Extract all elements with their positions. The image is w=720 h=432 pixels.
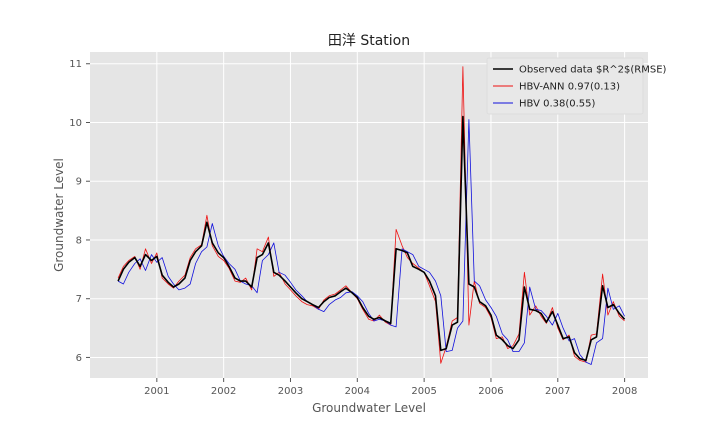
x-tick-label: 2007 bbox=[545, 386, 570, 397]
x-tick-label: 2005 bbox=[411, 386, 436, 397]
x-tick-label: 2006 bbox=[478, 386, 503, 397]
y-tick-label: 10 bbox=[69, 118, 82, 129]
x-tick-label: 2002 bbox=[211, 386, 236, 397]
x-tick-label: 2001 bbox=[144, 386, 169, 397]
x-axis-ticks: 2001 2002 2003 2004 2005 2006 2007 2008 bbox=[144, 378, 637, 397]
legend-label-1: HBV-ANN 0.97(0.13) bbox=[519, 82, 620, 93]
y-tick-label: 7 bbox=[76, 294, 82, 305]
legend-box bbox=[486, 57, 644, 115]
chart-title: 田洋 Station bbox=[328, 33, 410, 49]
x-tick-label: 2003 bbox=[278, 386, 303, 397]
y-tick-label: 6 bbox=[76, 353, 82, 364]
series-lines bbox=[117, 66, 626, 365]
y-axis-label: Groundwater Level bbox=[52, 158, 66, 272]
x-axis-label: Groundwater Level bbox=[312, 401, 426, 415]
y-tick-label: 8 bbox=[76, 235, 82, 246]
legend-label-0: Observed data $R^2$(RMSE) bbox=[519, 65, 667, 76]
y-tick-label: 11 bbox=[69, 59, 82, 70]
y-axis-ticks: 6 7 8 9 10 11 bbox=[69, 59, 90, 364]
x-tick-label: 2004 bbox=[345, 386, 370, 397]
legend-label-2: HBV 0.38(0.55) bbox=[519, 99, 596, 110]
y-tick-label: 9 bbox=[76, 177, 82, 188]
x-tick-label: 2008 bbox=[612, 386, 637, 397]
legend: Observed data $R^2$(RMSE) HBV-ANN 0.97(0.… bbox=[486, 57, 667, 115]
series-line-0 bbox=[117, 115, 626, 362]
